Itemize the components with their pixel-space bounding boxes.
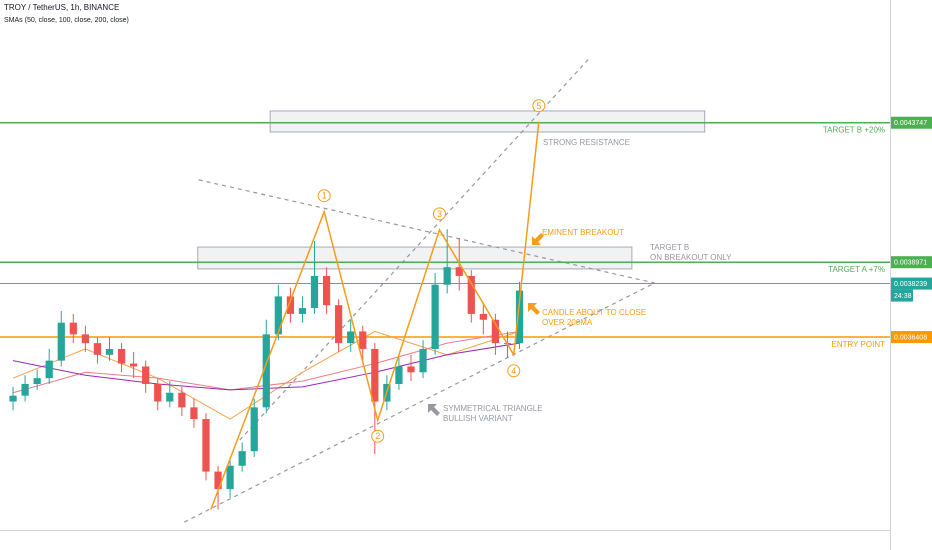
price-badge [891, 256, 932, 269]
candle-body [178, 392, 186, 408]
candle-body [395, 366, 403, 384]
candle-body [57, 322, 65, 361]
pattern-marker [371, 429, 385, 443]
price-badge-label: 0.0038971 [894, 260, 927, 267]
annotation-arrow [528, 303, 540, 315]
candle-body [202, 419, 210, 472]
annotation-arrow [428, 404, 440, 416]
candle-body [491, 319, 500, 344]
candle-body [262, 334, 270, 408]
candle-body [407, 366, 415, 373]
annotation-text: EMINENT BREAKOUT [542, 228, 624, 237]
candle-body [93, 343, 102, 355]
candle-body [347, 331, 355, 344]
axis-layer: 0.0043747 0.0038971 0.0038239 24:38 0.003640… [891, 116, 932, 344]
candle-body [286, 296, 295, 314]
countdown-badge [891, 289, 913, 302]
candle-body [45, 360, 53, 379]
price-badge-label: 0.0043747 [894, 120, 927, 127]
trendline [239, 57, 590, 441]
candle-body [238, 451, 246, 466]
candle-body [431, 284, 439, 349]
candle-body [166, 392, 174, 402]
candle-body [33, 378, 41, 384]
pattern-marker [532, 99, 546, 113]
candle-body [419, 348, 427, 373]
candle-body [515, 290, 524, 344]
pattern-marker [432, 207, 446, 221]
zone-text: ON BREAKOUT ONLY [650, 253, 732, 262]
candle-body [130, 363, 138, 367]
candle-body [298, 308, 307, 314]
candle-body [142, 366, 150, 384]
plot-layer: TARGET B +20% TARGET A +7% ENTRY POINT 1 2 3 4… [0, 57, 890, 523]
candle-body [371, 348, 379, 402]
pattern-marker [507, 364, 521, 378]
zone [197, 246, 633, 270]
annotation-text: OVER 200MA [542, 318, 593, 327]
symbol-title: TROY / TetherUS, 1h, BINANCE [4, 3, 119, 12]
candle-body [250, 407, 258, 452]
candle-body [21, 383, 29, 396]
candle-body [310, 275, 319, 309]
annotation-arrow [532, 233, 544, 245]
countdown-label: 24:38 [894, 293, 912, 300]
level-text: TARGET B +20% [823, 126, 885, 135]
price-badge [891, 277, 932, 290]
candle-body [9, 395, 17, 402]
level-text: ENTRY POINT [832, 340, 886, 349]
zone-text: TARGET B [650, 243, 689, 252]
pattern-label: 3 [437, 209, 442, 219]
candle-body [467, 275, 475, 314]
candle-body [190, 407, 198, 420]
annotation-text: BULLISH VARIANT [443, 414, 513, 423]
candle-body [214, 471, 222, 490]
candle-body [274, 296, 282, 335]
candle-body [359, 331, 367, 349]
candle-body [117, 348, 126, 364]
price-badge [891, 331, 932, 344]
indicator-label: SMAs (50, close, 100, close, 200, close) [4, 17, 129, 24]
pattern-label: 5 [536, 101, 541, 111]
zone [269, 110, 706, 133]
pattern-label: 2 [375, 431, 380, 441]
level-text: TARGET A +7% [828, 265, 885, 274]
zone-text: STRONG RESISTANCE [543, 138, 630, 147]
price-badge-label: 0.0036408 [894, 335, 927, 342]
candle-body [455, 267, 463, 276]
pattern-marker [317, 189, 331, 203]
pattern-line [210, 121, 540, 510]
candle-body [335, 305, 343, 344]
pattern-label: 1 [322, 191, 327, 201]
candle-body [443, 267, 451, 285]
annotation-text: CANDLE ABOUT TO CLOSE [542, 308, 646, 317]
candle-body [479, 313, 487, 320]
candle-body [81, 334, 89, 344]
price-badge-label: 0.0038239 [894, 281, 927, 288]
candle-body [69, 322, 77, 335]
candle-body [322, 275, 331, 306]
candle-body [154, 383, 162, 402]
pattern-label: 4 [511, 366, 516, 376]
trendline [198, 179, 655, 284]
candle-body [226, 465, 234, 490]
annotation-text: SYMMETRICAL TRIANGLE [443, 404, 543, 413]
candle-body [105, 348, 114, 355]
price-badge [891, 116, 932, 129]
